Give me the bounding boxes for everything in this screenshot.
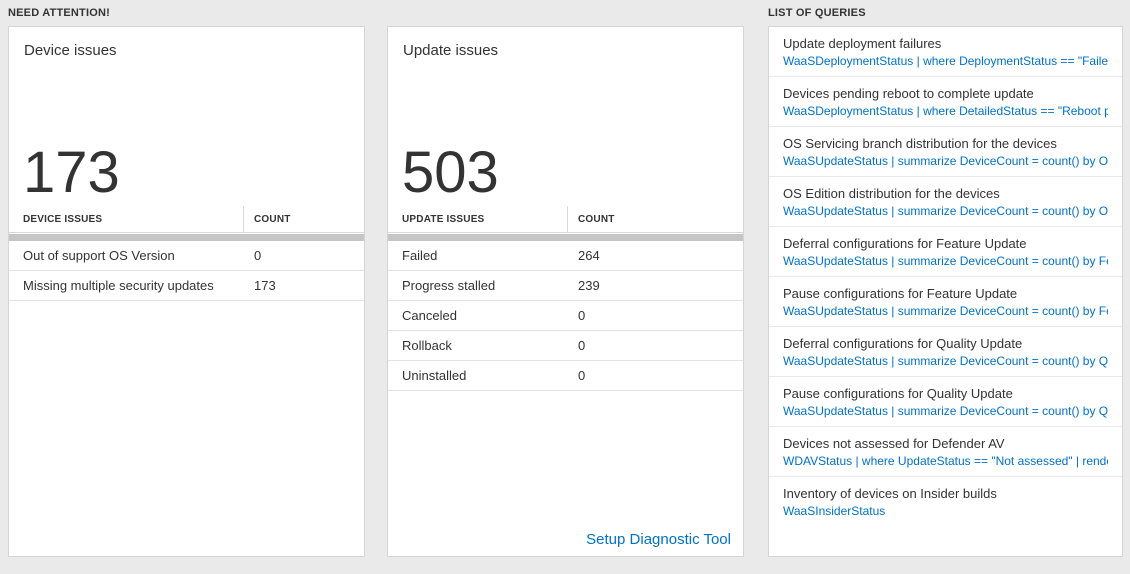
update-issues-table-header: UPDATE ISSUES COUNT <box>388 206 743 233</box>
issue-count: 0 <box>254 248 262 263</box>
issue-label: Rollback <box>402 338 452 353</box>
issue-count: 0 <box>578 368 586 383</box>
need-attention-cards: Device issues 173 DEVICE ISSUES COUNT Ou… <box>8 26 744 557</box>
issue-label: Uninstalled <box>402 368 467 383</box>
query-title: OS Edition distribution for the devices <box>783 186 1000 201</box>
query-title: Devices pending reboot to complete updat… <box>783 86 1034 101</box>
query-title: Deferral configurations for Quality Upda… <box>783 336 1023 351</box>
device-issues-card: Device issues 173 DEVICE ISSUES COUNT Ou… <box>8 26 365 557</box>
table-row[interactable]: Uninstalled 0 <box>388 361 743 391</box>
query-text: WaaSUpdateStatus | summarize DeviceCount… <box>783 354 1108 368</box>
horizontal-scrollbar[interactable] <box>9 234 364 241</box>
update-issues-count: 503 <box>402 140 499 205</box>
queries-section: LIST OF QUERIES Update deployment failur… <box>768 7 1123 557</box>
table-row[interactable]: Rollback 0 <box>388 331 743 361</box>
device-issues-col-header: DEVICE ISSUES <box>9 206 244 232</box>
query-list-item[interactable]: Devices not assessed for Defender AV WDA… <box>769 427 1122 477</box>
queries-header: LIST OF QUERIES <box>768 7 866 19</box>
query-list-item[interactable]: Pause configurations for Quality Update … <box>769 377 1122 427</box>
device-issues-table: Out of support OS Version 0 Missing mult… <box>9 241 364 301</box>
query-title: Pause configurations for Quality Update <box>783 386 1013 401</box>
query-title: Devices not assessed for Defender AV <box>783 436 1005 451</box>
device-issues-table-header: DEVICE ISSUES COUNT <box>9 206 364 233</box>
issue-label: Missing multiple security updates <box>23 278 214 293</box>
device-issues-title: Device issues <box>24 42 117 59</box>
table-row[interactable]: Failed 264 <box>388 241 743 271</box>
query-text: WDAVStatus | where UpdateStatus == "Not … <box>783 454 1108 468</box>
query-title: Inventory of devices on Insider builds <box>783 486 997 501</box>
issue-label: Out of support OS Version <box>23 248 175 263</box>
issue-count: 0 <box>578 338 586 353</box>
query-list-item[interactable]: Devices pending reboot to complete updat… <box>769 77 1122 127</box>
setup-diagnostic-tool-link[interactable]: Setup Diagnostic Tool <box>586 531 731 548</box>
update-issues-table: Failed 264 Progress stalled 239 Canceled… <box>388 241 743 391</box>
issue-label: Progress stalled <box>402 278 496 293</box>
query-text: WaaSUpdateStatus | summarize DeviceCount… <box>783 154 1108 168</box>
query-list-item[interactable]: OS Edition distribution for the devices … <box>769 177 1122 227</box>
issue-count: 239 <box>578 278 600 293</box>
query-title: Pause configurations for Feature Update <box>783 286 1018 301</box>
query-list-item[interactable]: OS Servicing branch distribution for the… <box>769 127 1122 177</box>
horizontal-scrollbar[interactable] <box>388 234 743 241</box>
issue-count: 173 <box>254 278 276 293</box>
count-col-header: COUNT <box>254 213 291 225</box>
table-row[interactable]: Out of support OS Version 0 <box>9 241 364 271</box>
device-issues-count: 173 <box>23 140 120 205</box>
issue-count: 0 <box>578 308 586 323</box>
query-text: WaaSUpdateStatus | summarize DeviceCount… <box>783 404 1108 418</box>
need-attention-section: NEED ATTENTION! Device issues 173 DEVICE… <box>8 7 744 557</box>
count-col-header: COUNT <box>578 213 615 225</box>
table-row[interactable]: Progress stalled 239 <box>388 271 743 301</box>
update-issues-tile[interactable]: Update issues 503 <box>388 27 743 206</box>
need-attention-header: NEED ATTENTION! <box>8 7 110 19</box>
table-row[interactable]: Canceled 0 <box>388 301 743 331</box>
query-list-item[interactable]: Update deployment failures WaaSDeploymen… <box>769 27 1122 77</box>
query-text: WaaSUpdateStatus | summarize DeviceCount… <box>783 304 1108 318</box>
query-text: WaaSDeploymentStatus | where DeploymentS… <box>783 54 1108 68</box>
query-list-item[interactable]: Deferral configurations for Quality Upda… <box>769 327 1122 377</box>
query-text: WaaSDeploymentStatus | where DetailedSta… <box>783 104 1108 118</box>
update-issues-card: Update issues 503 UPDATE ISSUES COUNT Fa… <box>387 26 744 557</box>
dashboard: NEED ATTENTION! Device issues 173 DEVICE… <box>8 7 1123 557</box>
queries-card: Update deployment failures WaaSDeploymen… <box>768 26 1123 557</box>
query-title: Update deployment failures <box>783 36 942 51</box>
update-issues-title: Update issues <box>403 42 499 59</box>
update-issues-col-header: UPDATE ISSUES <box>388 206 568 232</box>
query-text: WaaSUpdateStatus | summarize DeviceCount… <box>783 204 1108 218</box>
query-title: Deferral configurations for Feature Upda… <box>783 236 1027 251</box>
query-list-item[interactable]: Inventory of devices on Insider builds W… <box>769 477 1122 526</box>
issue-label: Failed <box>402 248 438 263</box>
issue-count: 264 <box>578 248 600 263</box>
issue-label: Canceled <box>402 308 457 323</box>
table-row[interactable]: Missing multiple security updates 173 <box>9 271 364 301</box>
query-title: OS Servicing branch distribution for the… <box>783 136 1057 151</box>
device-issues-tile[interactable]: Device issues 173 <box>9 27 364 206</box>
query-text: WaaSUpdateStatus | summarize DeviceCount… <box>783 254 1108 268</box>
query-list-item[interactable]: Deferral configurations for Feature Upda… <box>769 227 1122 277</box>
query-text: WaaSInsiderStatus <box>783 504 886 518</box>
query-list-item[interactable]: Pause configurations for Feature Update … <box>769 277 1122 327</box>
